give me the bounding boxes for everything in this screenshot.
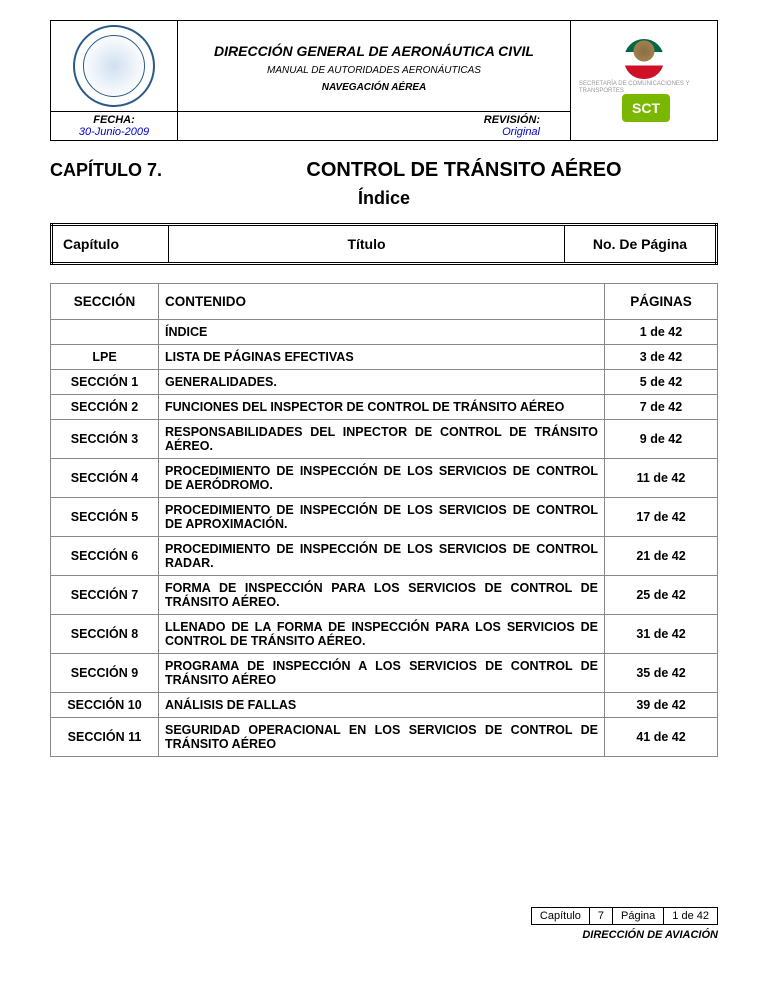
row-section: SECCIÓN 5 — [51, 498, 159, 537]
chapter-title: CONTROL DE TRÁNSITO AÉREO — [210, 159, 718, 182]
row-section: SECCIÓN 4 — [51, 459, 159, 498]
content-table: SECCIÓN CONTENIDO PÁGINAS ÍNDICE1 de 42L… — [50, 283, 718, 757]
index-header-pagina: No. De Página — [565, 225, 717, 264]
row-page: 11 de 42 — [605, 459, 718, 498]
page-footer: Capítulo 7 Página 1 de 42 DIRECCIÓN DE A… — [50, 907, 718, 941]
row-page: 7 de 42 — [605, 395, 718, 420]
row-page: 5 de 42 — [605, 370, 718, 395]
index-header-table: Capítulo Título No. De Página — [50, 223, 718, 265]
content-header-contenido: CONTENIDO — [159, 284, 605, 320]
content-header-row: SECCIÓN CONTENIDO PÁGINAS — [51, 284, 718, 320]
row-title: RESPONSABILIDADES DEL INPECTOR DE CONTRO… — [159, 420, 605, 459]
nav-subtitle: NAVEGACIÓN AÉREA — [186, 82, 562, 93]
row-page: 1 de 42 — [605, 320, 718, 345]
row-page: 3 de 42 — [605, 345, 718, 370]
row-section: SECCIÓN 10 — [51, 693, 159, 718]
agency-seal-icon — [73, 25, 155, 107]
row-section: SECCIÓN 8 — [51, 615, 159, 654]
row-page: 39 de 42 — [605, 693, 718, 718]
table-row: LPELISTA DE PÁGINAS EFECTIVAS3 de 42 — [51, 345, 718, 370]
row-page: 25 de 42 — [605, 576, 718, 615]
table-row: SECCIÓN 6PROCEDIMIENTO DE INSPECCIÓN DE … — [51, 537, 718, 576]
table-row: SECCIÓN 5PROCEDIMIENTO DE INSPECCIÓN DE … — [51, 498, 718, 537]
table-row: SECCIÓN 3RESPONSABILIDADES DEL INPECTOR … — [51, 420, 718, 459]
row-page: 17 de 42 — [605, 498, 718, 537]
row-title: GENERALIDADES. — [159, 370, 605, 395]
table-row: SECCIÓN 7FORMA DE INSPECCIÓN PARA LOS SE… — [51, 576, 718, 615]
agency-title: DIRECCIÓN GENERAL DE AERONÁUTICA CIVIL — [186, 39, 562, 65]
row-section: SECCIÓN 1 — [51, 370, 159, 395]
row-section — [51, 320, 159, 345]
footer-pager: Capítulo 7 Página 1 de 42 — [531, 907, 718, 925]
secretaria-text: SECRETARÍA DE COMUNICACIONES Y TRANSPORT… — [579, 81, 709, 94]
revision-label: REVISIÓN: — [484, 114, 540, 126]
row-title: LISTA DE PÁGINAS EFECTIVAS — [159, 345, 605, 370]
row-section: SECCIÓN 3 — [51, 420, 159, 459]
content-header-seccion: SECCIÓN — [51, 284, 159, 320]
index-label: Índice — [50, 188, 718, 209]
row-title: PROCEDIMIENTO DE INSPECCIÓN DE LOS SERVI… — [159, 537, 605, 576]
row-page: 35 de 42 — [605, 654, 718, 693]
header-block: DIRECCIÓN GENERAL DE AERONÁUTICA CIVIL M… — [50, 20, 718, 141]
table-row: SECCIÓN 4PROCEDIMIENTO DE INSPECCIÓN DE … — [51, 459, 718, 498]
revision-value: Original — [502, 126, 540, 138]
agency-logo-cell — [51, 21, 178, 112]
chapter-label: CAPÍTULO 7. — [50, 160, 210, 181]
manual-subtitle: MANUAL DE AUTORIDADES AERONÁUTICAS — [186, 65, 562, 82]
sct-badge: SCT — [622, 94, 670, 122]
gov-logo-cell: SECRETARÍA DE COMUNICACIONES Y TRANSPORT… — [571, 21, 718, 141]
table-row: SECCIÓN 11SEGURIDAD OPERACIONAL EN LOS S… — [51, 718, 718, 757]
table-row: SECCIÓN 2FUNCIONES DEL INSPECTOR DE CONT… — [51, 395, 718, 420]
table-row: SECCIÓN 8LLENADO DE LA FORMA DE INSPECCI… — [51, 615, 718, 654]
row-section: LPE — [51, 345, 159, 370]
revision-cell: REVISIÓN: Original — [178, 112, 571, 141]
row-section: SECCIÓN 11 — [51, 718, 159, 757]
table-row: ÍNDICE1 de 42 — [51, 320, 718, 345]
document-page: DIRECCIÓN GENERAL DE AERONÁUTICA CIVIL M… — [0, 0, 768, 961]
fecha-label: FECHA: — [93, 114, 135, 126]
table-row: SECCIÓN 1GENERALIDADES.5 de 42 — [51, 370, 718, 395]
fecha-cell: FECHA: 30-Junio-2009 — [51, 112, 178, 141]
row-title: FORMA DE INSPECCIÓN PARA LOS SERVICIOS D… — [159, 576, 605, 615]
fecha-value: 30-Junio-2009 — [79, 126, 149, 138]
row-page: 21 de 42 — [605, 537, 718, 576]
content-header-paginas: PÁGINAS — [605, 284, 718, 320]
row-title: LLENADO DE LA FORMA DE INSPECCIÓN PARA L… — [159, 615, 605, 654]
row-section: SECCIÓN 6 — [51, 537, 159, 576]
eagle-emblem-icon — [624, 39, 664, 79]
index-header-titulo: Título — [169, 225, 565, 264]
row-title: SEGURIDAD OPERACIONAL EN LOS SERVICIOS D… — [159, 718, 605, 757]
row-section: SECCIÓN 7 — [51, 576, 159, 615]
table-row: SECCIÓN 9PROGRAMA DE INSPECCIÓN A LOS SE… — [51, 654, 718, 693]
row-page: 9 de 42 — [605, 420, 718, 459]
footer-capitulo-label: Capítulo — [531, 908, 589, 925]
index-header-capitulo: Capítulo — [52, 225, 169, 264]
chapter-heading-row: CAPÍTULO 7. CONTROL DE TRÁNSITO AÉREO — [50, 159, 718, 182]
footer-capitulo-value: 7 — [589, 908, 612, 925]
footer-pagina-value: 1 de 42 — [664, 908, 718, 925]
header-center: DIRECCIÓN GENERAL DE AERONÁUTICA CIVIL M… — [178, 21, 571, 112]
row-title: PROGRAMA DE INSPECCIÓN A LOS SERVICIOS D… — [159, 654, 605, 693]
row-title: ÍNDICE — [159, 320, 605, 345]
row-title: PROCEDIMIENTO DE INSPECCIÓN DE LOS SERVI… — [159, 498, 605, 537]
row-section: SECCIÓN 2 — [51, 395, 159, 420]
row-title: FUNCIONES DEL INSPECTOR DE CONTROL DE TR… — [159, 395, 605, 420]
row-section: SECCIÓN 9 — [51, 654, 159, 693]
row-page: 31 de 42 — [605, 615, 718, 654]
row-title: ANÁLISIS DE FALLAS — [159, 693, 605, 718]
row-title: PROCEDIMIENTO DE INSPECCIÓN DE LOS SERVI… — [159, 459, 605, 498]
row-page: 41 de 42 — [605, 718, 718, 757]
footer-direccion: DIRECCIÓN DE AVIACIÓN — [50, 929, 718, 941]
footer-pagina-label: Página — [613, 908, 664, 925]
table-row: SECCIÓN 10ANÁLISIS DE FALLAS39 de 42 — [51, 693, 718, 718]
